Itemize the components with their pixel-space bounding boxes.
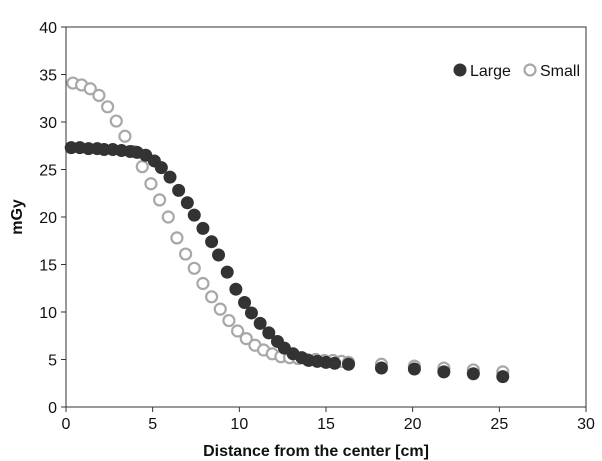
data-point-large — [328, 356, 342, 370]
data-point-small — [170, 231, 184, 245]
data-marks — [64, 76, 510, 384]
data-point-large — [163, 170, 177, 184]
x-tick-label: 5 — [148, 416, 157, 433]
data-point-small — [231, 324, 245, 338]
data-point-small — [161, 210, 175, 224]
data-point-large — [466, 367, 480, 381]
data-point-large — [262, 326, 276, 340]
data-point-small — [100, 100, 115, 114]
data-point-large — [244, 306, 258, 320]
data-point-small — [118, 129, 132, 143]
data-point-small — [222, 313, 236, 328]
data-point-small — [205, 290, 219, 304]
legend: Large Small — [453, 63, 580, 80]
y-tick-label: 15 — [39, 258, 57, 275]
x-tick-label: 15 — [317, 416, 335, 433]
data-point-small — [213, 302, 227, 316]
data-point-small — [135, 160, 149, 174]
y-axis-title: mGy — [9, 199, 26, 235]
data-point-large — [154, 161, 168, 175]
data-point-small — [109, 114, 123, 128]
y-tick-label: 30 — [39, 115, 57, 132]
data-point-large — [238, 296, 252, 309]
data-point-large — [212, 248, 226, 262]
data-point-large — [172, 183, 186, 197]
x-tick-label: 25 — [490, 416, 508, 433]
data-point-large — [437, 365, 451, 379]
data-point-small — [196, 276, 210, 291]
data-point-large — [180, 196, 194, 210]
plot-area: 0 5 10 15 20 25 30 0 5 10 15 20 25 30 35 40 — [39, 20, 595, 433]
x-axis-title: Distance from the center [cm] — [203, 443, 429, 460]
data-point-small — [92, 88, 106, 103]
y-tick-label: 5 — [48, 353, 57, 370]
data-point-small — [83, 82, 97, 96]
legend-marker-small — [523, 63, 537, 77]
data-point-small — [179, 247, 193, 261]
data-point-large — [220, 265, 234, 279]
data-point-large — [229, 282, 243, 296]
plot-frame — [65, 26, 587, 408]
y-tick-label: 35 — [39, 68, 57, 85]
data-point-small — [153, 193, 167, 207]
y-tick-label: 0 — [48, 400, 57, 417]
data-point-small — [187, 261, 201, 275]
legend-label-large: Large — [470, 63, 511, 80]
x-tick-label: 0 — [62, 416, 71, 433]
data-point-small — [144, 177, 158, 191]
data-point-large — [407, 362, 421, 376]
x-tick-label: 30 — [577, 416, 595, 433]
data-point-large — [187, 208, 201, 222]
legend-marker-large — [453, 63, 467, 77]
data-point-large — [196, 221, 210, 235]
y-tick-label: 40 — [39, 20, 57, 37]
y-tick-label: 25 — [39, 163, 57, 180]
data-point-large — [374, 361, 388, 375]
y-tick-label: 20 — [39, 210, 57, 227]
x-tick-label: 20 — [404, 416, 422, 433]
data-point-large — [205, 235, 219, 249]
data-point-large — [496, 370, 510, 384]
x-tick-label: 10 — [230, 416, 248, 433]
legend-label-small: Small — [540, 63, 580, 80]
y-tick-label: 10 — [39, 305, 57, 322]
data-point-small — [239, 332, 253, 346]
data-point-large — [342, 357, 356, 371]
data-point-large — [253, 316, 267, 330]
